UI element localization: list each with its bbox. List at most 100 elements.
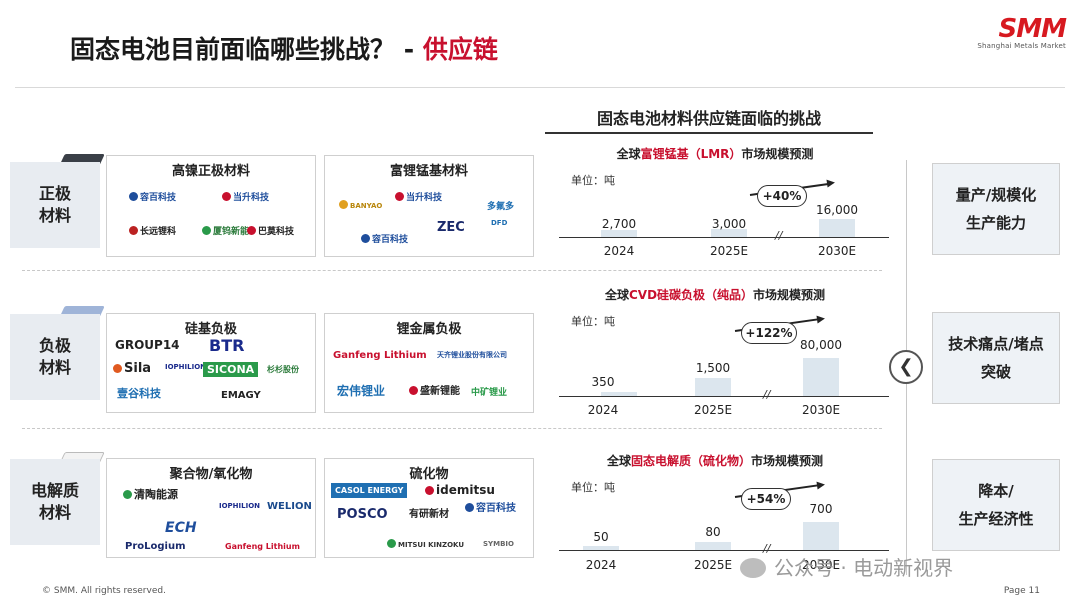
watermark: 公众号 · 电动新视界 bbox=[740, 552, 953, 581]
chevron-left-icon[interactable]: ❮ bbox=[889, 350, 923, 384]
year-label: 2024 bbox=[587, 403, 619, 417]
company-name: 盛新锂能 bbox=[420, 386, 460, 397]
row-label-line1: 电解质 bbox=[30, 481, 79, 500]
bar-2025e bbox=[711, 229, 747, 237]
value-label: 350 bbox=[591, 375, 615, 389]
company-logo: 当升科技 bbox=[222, 192, 269, 204]
company-icon bbox=[129, 226, 138, 235]
company-name: 多氟多 bbox=[487, 202, 515, 212]
year-label: 2024 bbox=[585, 558, 617, 572]
company-icon bbox=[361, 234, 370, 243]
x-axis bbox=[559, 550, 889, 551]
company-logo: 厦钨新能 bbox=[202, 226, 249, 238]
company-name: MITSUI KINZOKU bbox=[398, 541, 465, 549]
company-name: 杉杉股份 bbox=[267, 365, 299, 374]
market-chart-cvd-silicon: 全球CVD硅碳负极（纯品）市场规模预测 单位：吨 350 1,500 80,00… bbox=[545, 286, 889, 417]
smm-logo: SMM Shanghai Metals Market bbox=[977, 14, 1067, 50]
row-divider bbox=[22, 270, 882, 271]
wechat-icon bbox=[740, 558, 766, 578]
growth-badge: +40% bbox=[757, 185, 807, 207]
box-lithium-metal-anode: 锂金属负极 Ganfeng Lithium 天齐锂业股份有限公司 宏伟锂业 盛新… bbox=[324, 313, 534, 413]
title-highlight: 富锂锰基（LMR） bbox=[640, 147, 742, 161]
page-number: Page 11 bbox=[1003, 586, 1040, 596]
growth-arrow-head-icon bbox=[826, 178, 836, 188]
row-label-line1: 负极 bbox=[38, 336, 71, 355]
value-label: 80 bbox=[705, 525, 721, 539]
page-title-highlight: 供应链 bbox=[422, 35, 498, 64]
title-highlight: CVD硅碳负极（纯品） bbox=[628, 288, 754, 302]
challenge-line2: 生产能力 bbox=[965, 214, 1026, 232]
company-name: IOPHILION bbox=[165, 363, 207, 371]
company-logo: 清陶能源 bbox=[123, 489, 178, 500]
company-icon bbox=[339, 200, 348, 209]
row-label-electrolyte: 电解质 材料 bbox=[10, 459, 100, 545]
logo-mark: SMM bbox=[998, 14, 1067, 44]
company-name: 容百科技 bbox=[476, 503, 516, 514]
company-logo: SICONA bbox=[203, 362, 259, 377]
bar-2024 bbox=[601, 230, 637, 237]
box-title: 聚合物/氧化物 bbox=[169, 467, 253, 482]
box-lmr-cathode: 富锂锰基材料 BANYAO 当升科技 ZEC 多氟多 容百科技 DFD bbox=[324, 155, 534, 257]
x-axis bbox=[559, 237, 889, 238]
company-logo: 容百科技 bbox=[129, 192, 176, 204]
box-high-nickel-cathode: 高镍正极材料 容百科技 当升科技 长远锂科 厦钨新能 巴莫科技 bbox=[106, 155, 316, 257]
row-label-line2: 材料 bbox=[38, 503, 71, 522]
company-name: BTR bbox=[209, 336, 245, 355]
company-name: 中矿锂业 bbox=[471, 388, 508, 398]
company-icon bbox=[129, 192, 138, 201]
page-title: 固态电池目前面临哪些挑战？ - 供应链 bbox=[70, 30, 498, 66]
company-logo: EMAGY bbox=[221, 390, 261, 401]
company-name: ECH bbox=[165, 520, 197, 536]
bar-2025e bbox=[695, 542, 731, 550]
company-logo: SYMBIO bbox=[483, 539, 514, 550]
row-label-anode: 负极 材料 bbox=[10, 314, 100, 400]
company-logo: 容百科技 bbox=[465, 503, 516, 514]
chart-unit: 单位：吨 bbox=[571, 481, 615, 494]
year-label: 2025E bbox=[709, 244, 749, 258]
chart-title: 全球固态电解质（硫化物）市场规模预测 bbox=[545, 452, 885, 469]
value-label: 2,700 bbox=[601, 217, 637, 231]
company-name: Ganfeng Lithium bbox=[333, 350, 427, 361]
company-logo: BANYAO bbox=[339, 200, 382, 212]
year-label: 2024 bbox=[603, 244, 635, 258]
chart-unit: 单位：吨 bbox=[571, 174, 615, 187]
company-name: SYMBIO bbox=[483, 540, 514, 548]
company-logo: DFD bbox=[491, 218, 507, 229]
value-label: 50 bbox=[593, 530, 609, 544]
company-logo: 多氟多 bbox=[487, 202, 514, 213]
challenge-box-cost-reduction: 降本/生产经济性 bbox=[932, 459, 1060, 551]
company-icon bbox=[222, 192, 231, 201]
page-title-separator: - bbox=[395, 35, 423, 64]
company-logo: Ganfeng Lithium bbox=[333, 350, 427, 361]
company-logo: 巴莫科技 bbox=[247, 226, 294, 238]
company-name: Sila bbox=[124, 361, 152, 376]
company-name: SICONA bbox=[207, 363, 255, 376]
company-logo: Sila bbox=[113, 362, 151, 376]
company-name: 巴莫科技 bbox=[258, 227, 295, 237]
company-logo: ProLogium bbox=[125, 541, 186, 552]
value-label: 16,000 bbox=[816, 203, 858, 217]
year-label: 2030E bbox=[817, 244, 857, 258]
chart-section-title: 固态电池材料供应链面临的挑战 bbox=[596, 109, 821, 128]
chart-section-rule bbox=[545, 132, 873, 134]
year-label: 2025E bbox=[693, 403, 733, 417]
company-logo: ECH bbox=[165, 521, 197, 535]
company-name: idemitsu bbox=[436, 483, 495, 497]
company-name: 长远锂科 bbox=[140, 227, 177, 237]
x-axis bbox=[559, 396, 889, 397]
page-title-main: 固态电池目前面临哪些挑战？ bbox=[70, 35, 396, 64]
company-icon bbox=[425, 486, 434, 495]
company-name: CASOL ENERGY bbox=[335, 486, 404, 495]
row-divider bbox=[22, 428, 882, 429]
company-logo: 当升科技 bbox=[395, 192, 442, 204]
company-logo: 有研新材 bbox=[409, 509, 449, 520]
box-silicon-anode: 硅基负极 GROUP14 BTR Sila IOPHILION SICONA 杉… bbox=[106, 313, 316, 413]
company-name: BANYAO bbox=[350, 202, 383, 210]
company-logo: 中矿锂业 bbox=[471, 388, 507, 399]
copyright: © SMM. All rights reserved. bbox=[42, 586, 166, 596]
company-logo: POSCO bbox=[337, 508, 388, 521]
box-polymer-oxide-electrolyte: 聚合物/氧化物 清陶能源 IOPHILION WELION ECH ProLog… bbox=[106, 458, 316, 558]
company-logo: 杉杉股份 bbox=[267, 364, 299, 375]
growth-arrow-head-icon bbox=[816, 480, 826, 490]
bar-2025e bbox=[695, 378, 731, 396]
